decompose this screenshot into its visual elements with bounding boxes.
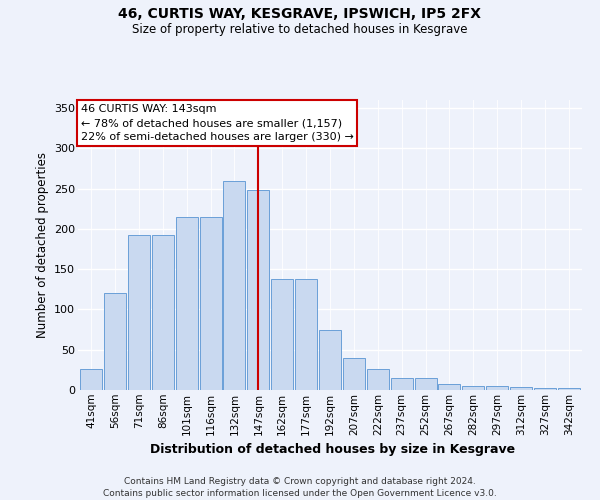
Bar xyxy=(128,234,150,390)
Text: Contains HM Land Registry data © Crown copyright and database right 2024.
Contai: Contains HM Land Registry data © Crown c… xyxy=(103,476,497,498)
Bar xyxy=(391,378,413,390)
Bar xyxy=(295,279,317,390)
Bar xyxy=(152,234,174,390)
Bar xyxy=(486,386,508,390)
Bar xyxy=(415,378,437,390)
Text: Size of property relative to detached houses in Kesgrave: Size of property relative to detached ho… xyxy=(132,22,468,36)
Bar xyxy=(104,294,126,390)
Bar xyxy=(558,388,580,390)
Y-axis label: Number of detached properties: Number of detached properties xyxy=(35,152,49,338)
Bar xyxy=(247,190,269,390)
Text: Distribution of detached houses by size in Kesgrave: Distribution of detached houses by size … xyxy=(151,442,515,456)
Bar xyxy=(271,279,293,390)
Bar xyxy=(319,330,341,390)
Bar xyxy=(176,217,197,390)
Bar xyxy=(439,384,460,390)
Bar xyxy=(534,388,556,390)
Bar xyxy=(343,358,365,390)
Bar xyxy=(200,217,221,390)
Bar xyxy=(223,180,245,390)
Bar xyxy=(463,386,484,390)
Bar xyxy=(510,387,532,390)
Bar xyxy=(80,369,102,390)
Bar xyxy=(367,369,389,390)
Text: 46 CURTIS WAY: 143sqm
← 78% of detached houses are smaller (1,157)
22% of semi-d: 46 CURTIS WAY: 143sqm ← 78% of detached … xyxy=(80,104,353,142)
Text: 46, CURTIS WAY, KESGRAVE, IPSWICH, IP5 2FX: 46, CURTIS WAY, KESGRAVE, IPSWICH, IP5 2… xyxy=(119,8,482,22)
